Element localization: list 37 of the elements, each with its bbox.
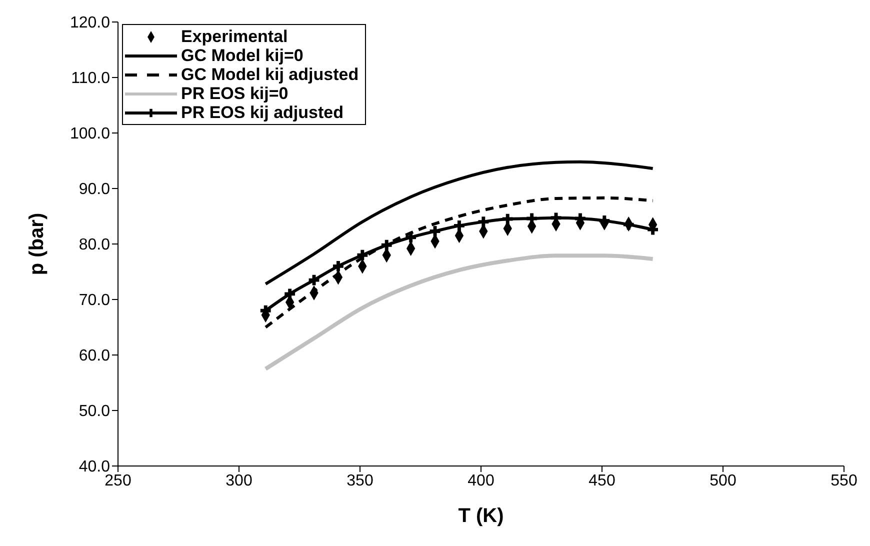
- line-series: [264, 254, 655, 371]
- point: [454, 220, 464, 231]
- legend-label: PR EOS kij adjusted: [181, 103, 344, 122]
- point: [308, 274, 320, 286]
- x-tick-label: 550: [830, 472, 858, 490]
- legend-label: Experimental: [181, 27, 288, 46]
- x-tick-label: 500: [710, 472, 736, 490]
- y-tick-label: 50.0: [78, 403, 110, 420]
- x-tick-label: 250: [104, 472, 132, 490]
- x-tick-label: 300: [226, 472, 252, 490]
- y-tick-label: 70.0: [78, 292, 110, 310]
- point: [502, 214, 513, 224]
- point: [357, 250, 368, 260]
- point: [333, 261, 344, 272]
- legend-label: GC Model kij adjusted: [181, 65, 359, 84]
- y-axis-title: p (bar): [26, 212, 48, 276]
- point: [526, 213, 538, 224]
- x-tick-label: 400: [468, 472, 494, 490]
- y-tick-label: 90.0: [78, 181, 110, 198]
- line-series: [264, 160, 654, 286]
- x-tick-label: 450: [588, 472, 616, 490]
- x-tick-label: 350: [346, 472, 374, 490]
- point: [623, 219, 634, 230]
- point: [381, 240, 392, 250]
- point: [406, 232, 416, 243]
- point: [430, 226, 440, 236]
- y-tick-label: 100.0: [70, 126, 110, 143]
- y-tick-label: 120.0: [70, 14, 110, 32]
- y-tick-label: 60.0: [78, 348, 110, 365]
- legend-label: PR EOS kij=0: [181, 84, 288, 103]
- x-axis-title: T (K): [458, 505, 504, 527]
- y-tick-label: 110.0: [71, 70, 110, 88]
- legend-label: GC Model kij=0: [181, 46, 304, 65]
- point: [478, 216, 489, 227]
- point: [284, 288, 296, 300]
- y-tick-label: 80.0: [78, 236, 110, 254]
- line-series: [264, 196, 654, 329]
